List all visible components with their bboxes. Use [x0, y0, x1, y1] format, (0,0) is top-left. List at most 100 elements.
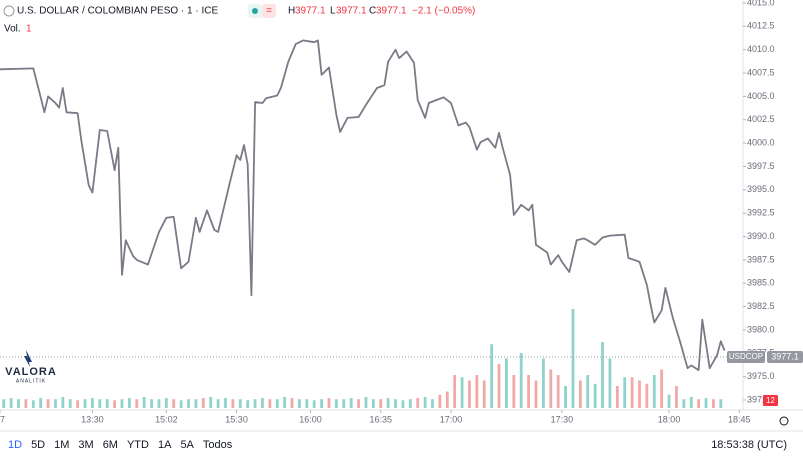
x-tick-label: 18:00	[658, 414, 681, 424]
volume-bar	[712, 399, 715, 408]
volume-bar	[475, 375, 479, 408]
volume-bar	[490, 344, 494, 408]
volume-bar	[578, 380, 582, 408]
volume-bar	[586, 375, 590, 408]
volume-bar	[105, 399, 109, 408]
volume-bar	[120, 399, 124, 408]
range-button[interactable]: 1D	[8, 439, 22, 451]
x-tick-label: 17:00	[440, 414, 463, 424]
volume-bar	[187, 399, 190, 408]
volume-tag-label: 12	[766, 396, 775, 405]
volume-bar	[17, 399, 20, 408]
range-button[interactable]: 1A	[158, 439, 172, 451]
y-tick-label: 3972.5	[747, 394, 775, 404]
range-button[interactable]: YTD	[127, 439, 149, 451]
volume-bar	[453, 375, 457, 408]
volume-bar	[564, 386, 567, 408]
ohlc-change: −2.1 (−0.05%)	[412, 6, 475, 17]
range-button[interactable]: 1M	[54, 439, 69, 451]
status-dot	[252, 8, 258, 14]
volume-bar	[135, 399, 139, 408]
volume-bar	[349, 398, 353, 408]
volume-bar	[482, 380, 486, 408]
volume-bar	[468, 380, 471, 408]
x-tick-label: 18:45	[728, 414, 751, 424]
volume-bar	[157, 399, 161, 408]
y-tick-label: 4000.0	[747, 137, 775, 147]
x-tick-label: 13:30	[81, 414, 104, 424]
x-tick-label: 15:30	[225, 414, 248, 424]
volume-bar	[408, 399, 412, 408]
y-tick-label: 4015.0	[747, 0, 775, 7]
volume-bar	[431, 399, 434, 408]
volume-value: 1	[26, 24, 32, 35]
volume-bar	[305, 399, 309, 408]
volume-bar	[231, 399, 235, 408]
range-button[interactable]: 5D	[31, 439, 45, 451]
volume-bar	[660, 369, 664, 408]
volume-bar	[68, 399, 72, 408]
volume-bar	[549, 369, 553, 408]
volume-bar	[312, 400, 316, 408]
volume-bar	[283, 397, 287, 408]
range-button[interactable]: 3M	[78, 439, 93, 451]
y-tick-label: 3992.5	[747, 208, 775, 218]
volume-bar	[142, 397, 146, 408]
volume-bar	[416, 398, 420, 408]
y-tick-label: 4007.5	[747, 67, 775, 77]
settings-icon[interactable]	[779, 416, 789, 426]
y-tick-label: 3997.5	[747, 161, 775, 171]
x-tick-label: 15:02	[155, 414, 178, 424]
ohlc-low-label: L	[330, 6, 336, 17]
y-tick-label: 3982.5	[747, 301, 775, 311]
volume-bar	[275, 399, 279, 408]
volume-bar	[91, 398, 94, 408]
logo-mark	[24, 350, 32, 367]
volume-bar	[290, 398, 294, 408]
volume-bar	[512, 375, 516, 408]
volume-bar	[31, 400, 35, 408]
ohlc-close: 3977.1	[376, 6, 407, 17]
volume-bar	[364, 397, 368, 408]
symbol-title: U.S. DOLLAR / COLOMBIAN PESO · 1 · ICE	[17, 6, 218, 17]
volume-bar	[334, 399, 338, 408]
volume-bar	[83, 399, 87, 408]
price-tag	[767, 351, 803, 364]
volume-bar	[497, 364, 501, 408]
volume-bar	[261, 398, 264, 408]
volume-bar	[238, 399, 242, 408]
volume-bar	[179, 400, 183, 408]
ohlc-low: 3977.1	[336, 6, 367, 17]
volume-bar	[98, 399, 102, 408]
volume-bar	[571, 309, 575, 408]
range-button[interactable]: 5A	[180, 439, 194, 451]
volume-bar	[342, 399, 346, 408]
symbol-icon	[3, 5, 15, 17]
volume-bar	[645, 383, 649, 408]
volume-bar	[719, 399, 723, 408]
volume-bar	[253, 399, 257, 408]
range-button[interactable]: 6M	[103, 439, 118, 451]
range-button[interactable]: Todos	[203, 439, 233, 451]
y-tick-label: 4005.0	[747, 91, 775, 101]
volume-tag	[763, 395, 778, 406]
volume-bar	[76, 400, 80, 408]
volume-bar	[593, 383, 597, 408]
volume-bar	[630, 377, 634, 408]
volume-bar	[652, 375, 656, 408]
volume-bar	[54, 399, 57, 408]
volume-bar	[46, 399, 50, 408]
volume-bar	[386, 398, 390, 408]
volume-bar	[394, 399, 397, 408]
flag-badge	[262, 4, 276, 18]
volume-bar	[150, 399, 153, 408]
volume-bar	[675, 386, 678, 408]
y-tick-label: 4012.5	[747, 21, 775, 31]
volume-bar	[9, 398, 13, 408]
volume-bar	[113, 400, 116, 408]
y-tick-label: 4002.5	[747, 114, 775, 124]
volume-bar	[24, 399, 28, 408]
volume-bar	[268, 399, 272, 408]
